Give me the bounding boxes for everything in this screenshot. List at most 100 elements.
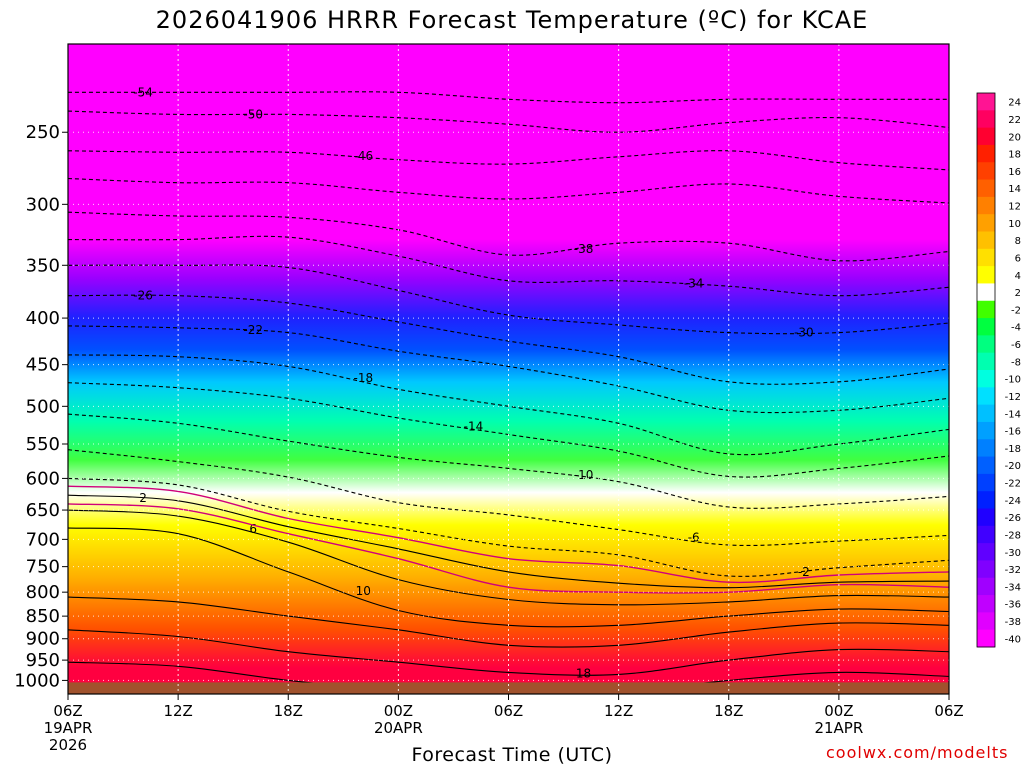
contour-label: -2 [798,565,810,579]
x-tick-year: 2026 [49,736,87,754]
x-tick-date: 20APR [374,719,423,737]
colorbar-label: -4 [1011,323,1021,334]
x-axis-title: Forecast Time (UTC) [411,744,613,766]
x-tick-label: 00Z [824,702,853,720]
colorbar-swatch [977,93,995,111]
colorbar-label: 10 [1008,219,1021,230]
colorbar-swatch [977,300,995,319]
colorbar-swatch [977,352,995,371]
x-tick-label: 12Z [604,702,633,720]
contour-label: -22 [243,323,263,337]
colorbar-swatch [977,196,995,215]
contour-line [68,264,949,335]
contour-label: 6 [249,522,257,536]
x-tick-label: 06Z [53,702,82,720]
colorbar-label: -18 [1005,444,1021,455]
contour-label: -30 [794,326,814,340]
colorbar-swatch [977,439,995,458]
y-tick-label: 300 [26,194,60,215]
colorbar-swatch [977,162,995,181]
colorbar-label: -26 [1005,513,1021,524]
colorbar-label: 14 [1008,184,1021,195]
credit-link[interactable]: coolwx.com/modelts [826,743,1009,762]
colorbar-swatch [977,560,995,579]
y-tick-label: 950 [26,650,60,671]
y-tick-label: 650 [26,500,60,521]
contour-line [68,629,949,676]
x-tick-label: 06Z [494,702,523,720]
colorbar-swatch [977,595,995,613]
plot-area: -54-50-46-38-34-30-26-22-18-14-10-6-2261… [68,44,949,694]
colorbar-swatch [977,214,995,232]
colorbar-label: -30 [1005,548,1021,559]
colorbar-label: -10 [1005,375,1021,386]
contour-label: 10 [356,584,371,598]
colorbar-label: 6 [1015,253,1021,264]
contour-line [68,150,949,171]
contour-label: 2 [139,491,147,505]
colorbar-swatch [977,629,995,648]
y-tick-label: 750 [26,557,60,578]
y-tick-label: 700 [26,529,60,550]
contour-label: -14 [464,419,484,433]
contour-line [68,494,949,589]
freezing-line [68,503,949,594]
colorbar-label: 4 [1015,271,1021,282]
colorbar-swatch [977,179,995,198]
y-tick-label: 850 [26,606,60,627]
colorbar-swatch [977,473,995,492]
y-tick-label: 400 [26,308,60,329]
colorbar-swatch [977,543,995,561]
colorbar-label: -2 [1011,305,1021,316]
contour-line [68,91,949,104]
contour-label: -6 [688,530,700,544]
colorbar-label: -32 [1005,565,1021,576]
colorbar-swatch [977,387,995,406]
contour-line [68,235,949,297]
contour-label: -34 [684,276,704,290]
y-tick-label: 500 [26,396,60,417]
colorbar-swatch [977,144,995,163]
colorbar-swatch [977,266,995,284]
colorbar-swatch [977,508,995,527]
colorbar: 24 22 20 18 16 14 12 10 8 6 4 2 -2 -4 -6 -8 -10 -12 -14 -16… [976,92,1021,648]
colorbar-swatch [977,110,995,129]
colorbar-label: 16 [1008,167,1021,178]
x-tick-date: 21APR [814,719,863,737]
contour-label: -50 [243,107,263,121]
contour-label: -26 [133,289,153,303]
colorbar-label: -6 [1011,340,1021,351]
colorbar-label: 12 [1008,202,1021,213]
colorbar-swatch [977,456,995,475]
y-tick-label: 250 [26,122,60,143]
colorbar-swatch [977,404,995,423]
contour-line [68,325,949,414]
x-tick-label: 18Z [274,702,303,720]
colorbar-swatch [977,231,995,250]
x-tick-label: 06Z [934,702,963,720]
colorbar-swatch [977,525,995,544]
colorbar-label: -22 [1005,479,1021,490]
colorbar-label: -38 [1005,617,1021,628]
y-tick-label: 1000 [14,670,60,691]
colorbar-label: -16 [1005,427,1021,438]
colorbar-label: -8 [1011,357,1021,368]
colorbar-label: -12 [1005,392,1021,403]
colorbar-label: -34 [1005,582,1021,593]
y-tick-label: 600 [26,468,60,489]
colorbar-swatch [977,421,995,440]
y-axis: 2503003504004505005506006507007508008509… [14,122,68,691]
colorbar-label: 22 [1008,115,1021,126]
colorbar-label: -20 [1005,461,1021,472]
contour-label: -46 [354,149,374,163]
colorbar-swatch [977,335,995,354]
x-tick-label: 00Z [384,702,413,720]
x-tick-label: 12Z [163,702,192,720]
x-tick-label: 18Z [714,702,743,720]
colorbar-swatch [977,370,995,388]
colorbar-border [976,92,996,648]
colorbar-swatch [977,318,995,336]
y-tick-label: 800 [26,582,60,603]
contour-label: -18 [354,371,374,385]
